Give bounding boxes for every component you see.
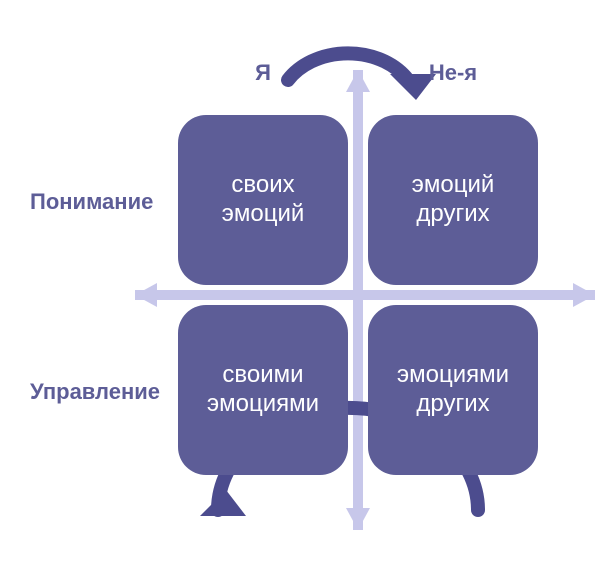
horizontal-axis: [135, 283, 595, 307]
cell-self-understanding: своих эмоций: [178, 115, 348, 285]
axes-layer: [0, 0, 604, 575]
vertical-axis: [346, 70, 370, 530]
cell-self-management: своими эмоциями: [178, 305, 348, 475]
col-label-self: Я: [203, 60, 323, 86]
row-label-understanding: Понимание: [30, 189, 153, 215]
cell-others-management: эмоциями других: [368, 305, 538, 475]
row-label-management: Управление: [30, 379, 160, 405]
diagram-stage: Я Не-я Понимание Управление своих эмоцийэмоц…: [0, 0, 604, 575]
col-label-not-self: Не-я: [393, 60, 513, 86]
cell-others-understanding: эмоций других: [368, 115, 538, 285]
